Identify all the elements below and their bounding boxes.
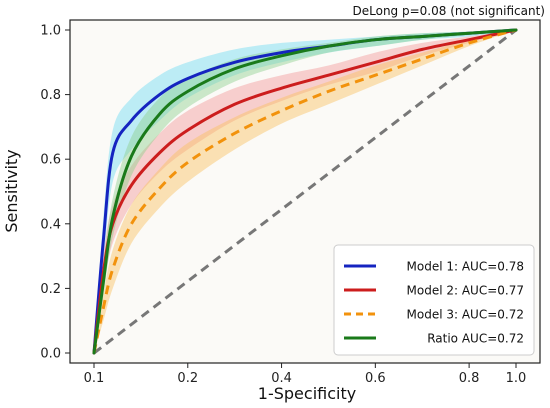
y-tick-label: 0.0 [40, 347, 61, 362]
roc-curve-4 [92, 28, 518, 355]
legend: Model 1: AUC=0.78 Model 2: AUC=0.77 Model … [333, 244, 535, 356]
x-tick-label: 0.6 [365, 371, 386, 386]
y-axis-ticks: 0.0 0.2 0.4 0.6 0.8 1.0 [40, 24, 70, 362]
x-axis-title: 1-Specificity [258, 384, 356, 403]
y-tick-label: 1.0 [40, 24, 61, 39]
y-tick-label: 0.8 [40, 88, 61, 103]
legend-label-4: Ratio AUC=0.72 [427, 332, 524, 346]
chance-diagonal-line [93, 28, 517, 355]
x-axis-ticks: 0.1 0.2 0.4 0.6 0.8 1.0 [84, 363, 527, 386]
delong-annotation: DeLong p=0.08 (not significant) [353, 4, 545, 18]
roc-curves [92, 28, 518, 355]
plot-frame [69, 19, 541, 364]
confidence-band-3 [94, 30, 516, 353]
confidence-bands [94, 30, 516, 353]
roc-curve-3 [92, 28, 517, 354]
x-tick-label: 0.1 [84, 371, 105, 386]
y-tick-label: 0.4 [40, 217, 61, 232]
y-axis-title: Sensitivity [2, 149, 21, 232]
confidence-band-2 [94, 30, 516, 353]
x-tick-label: 0.8 [459, 371, 480, 386]
x-tick-label: 0.4 [271, 371, 292, 386]
x-tick-label: 0.2 [177, 371, 198, 386]
y-tick-label: 0.6 [40, 153, 61, 168]
legend-label-1: Model 1: AUC=0.78 [407, 260, 524, 274]
legend-label-3: Model 3: AUC=0.72 [407, 308, 524, 322]
x-tick-label: 1.0 [506, 371, 527, 386]
y-tick-label: 0.2 [40, 282, 61, 297]
reference-diagonal [93, 28, 517, 355]
legend-label-2: Model 2: AUC=0.77 [407, 284, 524, 298]
legend-box [333, 244, 535, 356]
